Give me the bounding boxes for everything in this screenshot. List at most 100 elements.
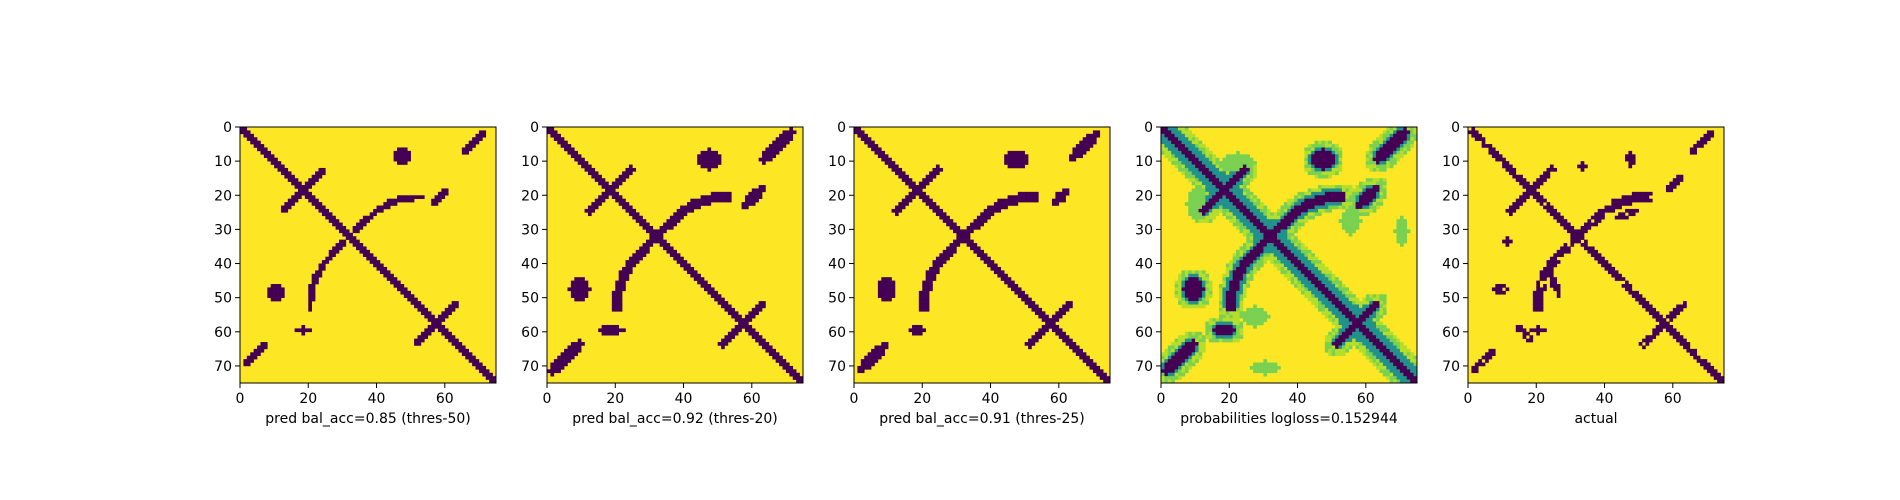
heatmap-cell	[1665, 328, 1670, 333]
heatmap-cell	[1253, 256, 1257, 261]
heatmap-cell	[1171, 379, 1175, 384]
x-tick-label: 20	[299, 391, 317, 407]
heatmap-cell	[1311, 297, 1315, 302]
heatmap-cell	[645, 225, 650, 230]
heatmap-cell	[1171, 127, 1175, 131]
heatmap-cell	[267, 150, 272, 155]
heatmap-cell	[874, 147, 879, 152]
heatmap-cell	[1314, 174, 1319, 179]
heatmap-cell	[721, 338, 725, 343]
heatmap-cell	[1331, 328, 1336, 333]
heatmap-cell	[1215, 188, 1220, 193]
heatmap-cell	[1382, 338, 1387, 343]
heatmap-cell	[1341, 222, 1346, 227]
heatmap-cell	[1328, 342, 1332, 346]
heatmap-cell	[253, 144, 258, 148]
heatmap-cell	[1307, 188, 1312, 193]
heatmap-cell	[1256, 232, 1261, 237]
heatmap-cell	[710, 164, 715, 169]
heatmap-cell	[1232, 297, 1237, 302]
heatmap-cell	[414, 338, 418, 343]
heatmap-cell	[1205, 181, 1210, 186]
heatmap-cell	[263, 342, 268, 346]
heatmap-cell	[598, 202, 602, 206]
heatmap-cell	[1331, 157, 1336, 162]
heatmap-cell	[444, 328, 449, 333]
heatmap-cell	[762, 304, 766, 309]
heatmap-cell	[611, 188, 616, 193]
heatmap-cell	[1376, 348, 1380, 353]
heatmap-cell	[1236, 164, 1240, 169]
heatmap-cell	[1376, 342, 1380, 346]
heatmap-cell	[1335, 280, 1339, 285]
heatmap-cell	[1498, 290, 1503, 295]
heatmap-cell	[615, 331, 619, 336]
heatmap-cell	[1522, 195, 1527, 199]
heatmap-cell	[645, 239, 650, 244]
heatmap-cell	[1280, 225, 1285, 230]
heatmap-cell	[1369, 355, 1373, 360]
heatmap-cell	[1604, 208, 1609, 213]
heatmap-cell	[1294, 256, 1298, 261]
heatmap-cell	[1720, 379, 1725, 384]
heatmap-cell	[1382, 167, 1387, 172]
heatmap-cell	[1369, 318, 1373, 322]
heatmap-cell	[1048, 324, 1053, 329]
heatmap-cell	[1215, 161, 1220, 165]
heatmap-cell	[1611, 202, 1616, 206]
heatmap-cell	[1376, 355, 1380, 360]
heatmap-cell	[1335, 191, 1339, 196]
heatmap-cell	[1324, 338, 1329, 343]
heatmap-cell	[560, 352, 565, 356]
heatmap-cell	[1706, 130, 1711, 135]
heatmap-cell	[1631, 208, 1636, 213]
heatmap-cell	[465, 348, 469, 353]
heatmap-cell	[1174, 150, 1179, 155]
heatmap-cell	[618, 307, 623, 312]
heatmap-cell	[1362, 331, 1367, 336]
heatmap-cell	[1314, 164, 1319, 169]
heatmap-cell	[301, 324, 306, 329]
heatmap-cell	[1311, 256, 1315, 261]
heatmap-cell	[683, 212, 688, 217]
heatmap-cell	[1355, 345, 1360, 350]
heatmap-cell	[1382, 147, 1387, 152]
heatmap-cell	[1171, 133, 1175, 138]
heatmap-cell	[929, 284, 933, 288]
heatmap-cell	[1205, 335, 1210, 339]
heatmap-cell	[1181, 362, 1186, 367]
heatmap-cell	[1246, 174, 1251, 179]
heatmap-cell	[1318, 208, 1322, 213]
heatmap-cell	[1321, 294, 1326, 298]
heatmap-cell	[717, 301, 722, 305]
heatmap-cell	[458, 345, 463, 350]
heatmap-cell	[966, 232, 971, 237]
heatmap-cell	[915, 191, 920, 196]
heatmap-cell	[1539, 328, 1544, 333]
heatmap-cell	[632, 256, 637, 261]
heatmap-cell	[1376, 154, 1380, 159]
heatmap-cell	[1389, 376, 1394, 380]
heatmap-cell	[393, 157, 398, 162]
heatmap-cell	[1625, 198, 1629, 203]
heatmap-cell	[1287, 222, 1291, 227]
heatmap-cell	[1324, 150, 1329, 155]
heatmap-cell	[1174, 294, 1179, 298]
heatmap-cell	[304, 188, 309, 193]
heatmap-cell	[308, 301, 312, 305]
heatmap-cell	[1249, 202, 1254, 206]
heatmap-cell	[1328, 331, 1332, 336]
heatmap-cell	[993, 208, 998, 213]
heatmap-cell	[482, 369, 487, 374]
heatmap-cell	[591, 208, 596, 213]
heatmap-cell	[1253, 212, 1257, 217]
heatmap-cell	[1024, 191, 1029, 196]
heatmap-cell	[417, 335, 422, 339]
heatmap-cell	[277, 294, 282, 298]
heatmap-cell	[1300, 205, 1305, 210]
heatmap-cell	[1328, 174, 1332, 179]
heatmap-cell	[1318, 144, 1322, 148]
heatmap-cell	[1167, 154, 1172, 159]
heatmap-cell	[584, 167, 589, 172]
heatmap-cell	[1198, 174, 1203, 179]
